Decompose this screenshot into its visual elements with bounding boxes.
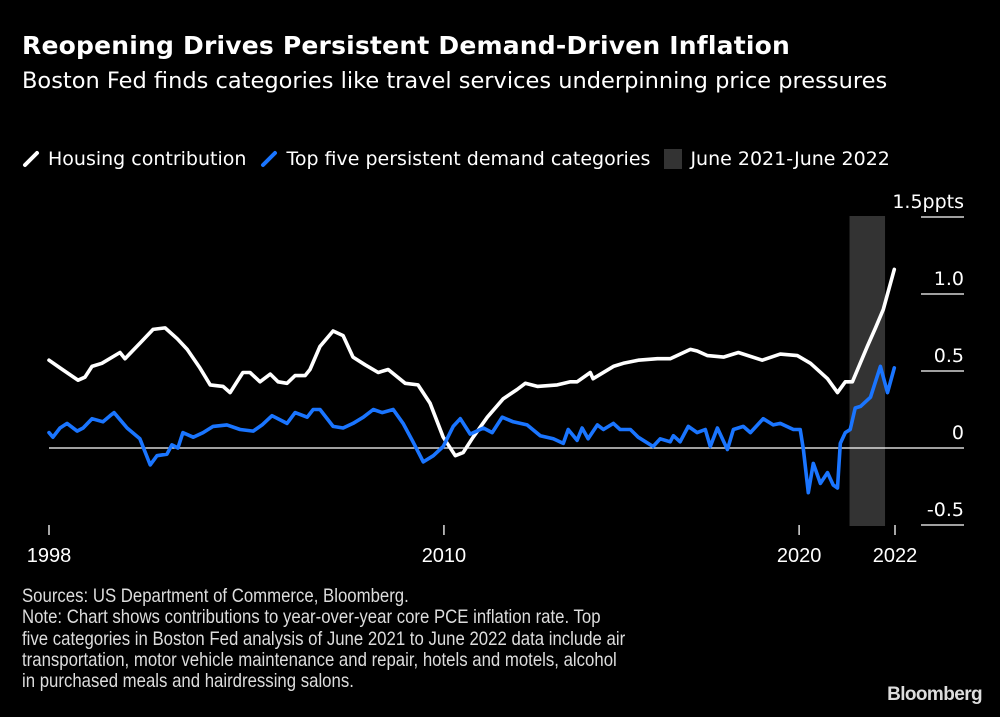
legend-item-shaded: June 2021-June 2022 [664, 148, 890, 170]
legend-label-top-five: Top five persistent demand categories [286, 148, 651, 170]
bloomberg-logo: Bloomberg [887, 684, 982, 705]
chart-title: Reopening Drives Persistent Demand-Drive… [22, 31, 790, 60]
series-line-housing [47, 267, 897, 458]
x-tick-label: 2020 [777, 545, 822, 567]
legend-line-icon-top-five [261, 151, 278, 167]
footnote-note-line: Note: Chart shows contributions to year-… [22, 606, 601, 629]
legend-label-shaded: June 2021-June 2022 [690, 148, 890, 170]
y-tick-label: 0 [952, 422, 964, 444]
chart-subtitle: Boston Fed finds categories like travel … [22, 68, 888, 94]
footnote-note-line: five categories in Boston Fed analysis o… [22, 627, 626, 650]
x-tick-label: 1998 [27, 545, 72, 567]
legend: Housing contribution Top five persistent… [22, 148, 904, 170]
y-tick-label: 1.0 [934, 268, 964, 290]
x-tick-label: 2010 [422, 545, 467, 567]
footnote-note-line: transportation, motor vehicle maintenanc… [22, 648, 617, 671]
y-tick-label: -0.5 [927, 499, 964, 521]
y-tick-label: 0.5 [934, 345, 964, 367]
legend-line-icon-housing [23, 151, 39, 167]
legend-item-top-five: Top five persistent demand categories [260, 148, 650, 170]
legend-item-housing: Housing contribution [22, 148, 246, 170]
footnote-sources: Sources: US Department of Commerce, Bloo… [22, 585, 409, 607]
chart-plot: 1.5ppts 1.0 0.5 0 -0.5 1998 2010 2020 2022 [27, 191, 964, 567]
legend-shade-swatch [664, 149, 683, 169]
series-line-top-five [47, 364, 897, 495]
y-tick-label: 1.5ppts [892, 191, 964, 213]
footnote: Sources: US Department of Commerce, Bloo… [22, 585, 626, 693]
footnote-note-line: in purchased meals and hairdressing salo… [22, 670, 354, 693]
x-tick-label: 2022 [873, 545, 918, 567]
legend-label-housing: Housing contribution [48, 148, 247, 170]
